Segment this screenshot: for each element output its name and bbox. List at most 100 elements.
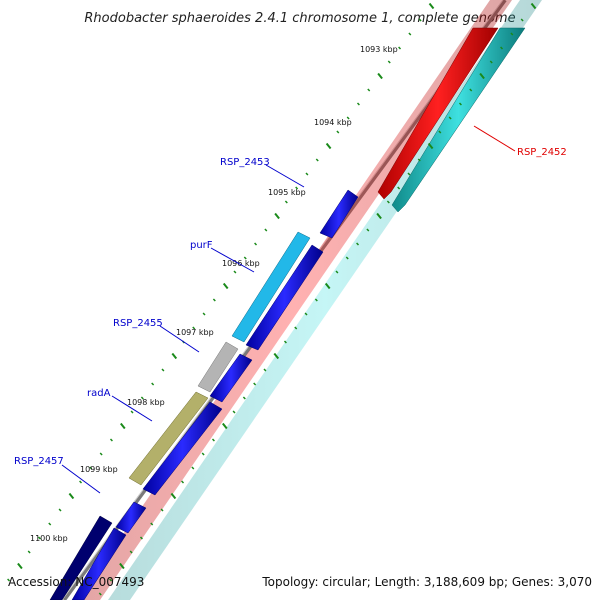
gene-label-rada[interactable]: radA bbox=[87, 388, 111, 399]
tick-minor bbox=[264, 228, 268, 232]
kbp-label-1100: 1100 kbp bbox=[30, 534, 68, 543]
leader-line-rsp-2457 bbox=[61, 464, 101, 494]
gene-arrow-rada[interactable] bbox=[128, 391, 209, 486]
tick-minor bbox=[356, 102, 360, 106]
tick-minor bbox=[356, 242, 360, 246]
kbp-label-1093: 1093 kbp bbox=[360, 45, 398, 54]
tick-major bbox=[170, 492, 177, 500]
tick-minor bbox=[448, 116, 452, 120]
tick-minor bbox=[417, 158, 421, 162]
tick-minor bbox=[500, 46, 504, 50]
tick-major bbox=[479, 72, 485, 80]
tick-minor bbox=[89, 466, 93, 470]
leader-line-rsp-2455 bbox=[159, 325, 200, 353]
tick-minor bbox=[130, 410, 134, 414]
tick-minor bbox=[243, 256, 247, 260]
tick-minor bbox=[458, 102, 462, 106]
tick-major bbox=[274, 212, 280, 220]
tick-minor bbox=[37, 536, 41, 540]
gene-label-rsp-2452[interactable]: RSP_2452 bbox=[517, 147, 567, 158]
tick-minor bbox=[304, 312, 308, 316]
gene-arrow-blue-track-5[interactable] bbox=[71, 527, 127, 600]
tick-minor bbox=[263, 368, 267, 372]
tick-major bbox=[427, 142, 434, 150]
tick-minor bbox=[242, 396, 246, 400]
tick-minor bbox=[129, 550, 133, 554]
gene-arrow-blue-track-2[interactable] bbox=[209, 353, 253, 403]
tick-major bbox=[273, 352, 280, 360]
tick-major bbox=[530, 2, 537, 10]
tick-minor bbox=[233, 270, 237, 274]
gene-label-rsp-2453[interactable]: RSP_2453 bbox=[220, 157, 270, 168]
gene-arrow-rsp-2457[interactable] bbox=[49, 515, 113, 600]
tick-major bbox=[222, 422, 228, 430]
tick-minor bbox=[98, 592, 102, 596]
tick-minor bbox=[305, 172, 309, 176]
tick-minor bbox=[469, 88, 473, 92]
tick-minor bbox=[366, 228, 370, 232]
tick-minor bbox=[58, 508, 62, 512]
tick-minor bbox=[438, 130, 442, 134]
tick-minor bbox=[7, 578, 11, 582]
tick-major bbox=[324, 282, 331, 290]
leader-line-rsp-2453 bbox=[265, 164, 305, 188]
gene-arrow-rsp-2455[interactable] bbox=[197, 341, 239, 393]
tick-minor bbox=[346, 116, 350, 120]
kbp-label-1094: 1094 kbp bbox=[314, 118, 352, 127]
tick-minor bbox=[139, 536, 143, 540]
gene-arrow-blue-track-1[interactable] bbox=[245, 244, 324, 351]
tick-minor bbox=[397, 186, 401, 190]
genome-summary-text: Topology: circular; Length: 3,188,609 bp… bbox=[261, 575, 592, 589]
gene-arrow-blue-track-3[interactable] bbox=[142, 401, 223, 496]
tick-minor bbox=[140, 396, 144, 400]
tick-major bbox=[325, 142, 332, 150]
tick-minor bbox=[254, 242, 258, 246]
tick-minor bbox=[315, 158, 319, 162]
leader-line-purf bbox=[210, 247, 255, 273]
tick-minor bbox=[510, 32, 514, 36]
tick-minor bbox=[181, 480, 185, 484]
tick-minor bbox=[109, 578, 113, 582]
tick-major bbox=[68, 492, 75, 500]
tick-minor bbox=[284, 200, 288, 204]
gene-label-rsp-2457[interactable]: RSP_2457 bbox=[14, 456, 64, 467]
tick-minor bbox=[211, 438, 215, 442]
tick-minor bbox=[79, 480, 83, 484]
tick-marks-outer bbox=[98, 2, 537, 596]
tick-minor bbox=[109, 438, 113, 442]
tick-minor bbox=[418, 18, 422, 22]
tick-minor bbox=[232, 410, 236, 414]
kbp-label-1099: 1099 kbp bbox=[80, 465, 118, 474]
tick-major bbox=[428, 2, 435, 10]
leader-line-rsp-2452 bbox=[473, 125, 516, 152]
gene-arrow-rsp-2453[interactable] bbox=[319, 189, 359, 239]
kbp-label-1096: 1096 kbp bbox=[222, 259, 260, 268]
gene-arrow-rsp-2452[interactable] bbox=[377, 27, 499, 200]
tick-minor bbox=[387, 60, 391, 64]
tick-minor bbox=[407, 172, 411, 176]
gene-arrow-blue-track-4[interactable] bbox=[115, 501, 147, 534]
tick-minor bbox=[408, 32, 412, 36]
kbp-label-1098: 1098 kbp bbox=[127, 398, 165, 407]
accession-text: Accession: NC_007493 bbox=[8, 575, 144, 589]
tick-minor bbox=[253, 382, 257, 386]
gene-arrow-cyan-track[interactable] bbox=[391, 27, 526, 213]
tick-minor bbox=[345, 256, 349, 260]
tick-minor bbox=[191, 466, 195, 470]
tick-minor bbox=[99, 452, 103, 456]
gene-label-rsp-2455[interactable]: RSP_2455 bbox=[113, 318, 163, 329]
tick-minor bbox=[294, 326, 298, 330]
tick-minor bbox=[212, 298, 216, 302]
tick-major bbox=[119, 562, 125, 570]
tick-minor bbox=[48, 522, 52, 526]
tick-major bbox=[376, 212, 382, 220]
gene-label-purf[interactable]: purF bbox=[190, 240, 213, 251]
gene-arrow-purf[interactable] bbox=[231, 231, 311, 343]
leader-line-rada bbox=[111, 395, 153, 422]
tick-minor bbox=[335, 270, 339, 274]
tick-marks-inner bbox=[7, 2, 435, 582]
tick-major bbox=[377, 72, 383, 80]
tick-minor bbox=[283, 340, 287, 344]
tick-minor bbox=[201, 452, 205, 456]
